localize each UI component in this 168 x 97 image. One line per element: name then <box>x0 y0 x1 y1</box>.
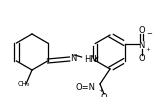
Text: O: O <box>138 54 145 63</box>
Text: +: + <box>98 87 103 93</box>
Text: O: O <box>101 94 107 97</box>
Text: CH₃: CH₃ <box>18 81 30 87</box>
Text: O: O <box>138 26 145 35</box>
Text: HN: HN <box>85 55 97 64</box>
Text: N: N <box>139 41 145 50</box>
Text: N: N <box>71 54 77 63</box>
Text: +: + <box>146 47 151 52</box>
Text: −: − <box>147 32 153 38</box>
Text: O=N: O=N <box>76 84 96 93</box>
